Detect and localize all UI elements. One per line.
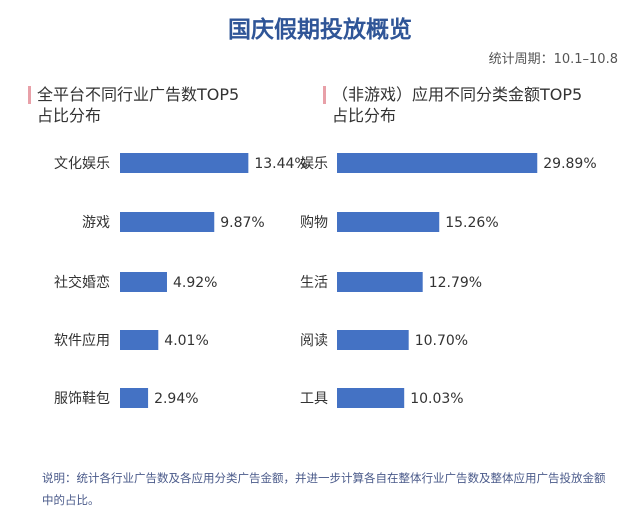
left-chart-title: 全平台不同行业广告数TOP5 占比分布 [28, 84, 239, 126]
right-chart-title-line2: 占比分布 [332, 106, 397, 125]
category-label: 社交婚恋 [54, 274, 110, 291]
data-label: 10.03% [410, 391, 463, 407]
bar [120, 272, 167, 292]
data-label: 15.26% [445, 215, 498, 231]
bar [337, 272, 423, 292]
right-chart-title-line1: （非游戏）应用不同分类金额TOP5 [332, 85, 583, 104]
bar [337, 212, 440, 232]
category-label: 生活 [300, 275, 328, 291]
category-label: 服饰鞋包 [54, 391, 110, 407]
bar [120, 330, 159, 350]
category-label: 阅读 [300, 332, 328, 349]
data-label: 4.92% [173, 275, 217, 291]
category-label: 文化娱乐 [54, 156, 110, 172]
stat-period: 统计周期：10.1–10.8 [488, 52, 618, 67]
category-label: 游戏 [82, 215, 110, 231]
bar [120, 212, 215, 232]
left-chart-title-line1: 全平台不同行业广告数TOP5 [37, 85, 240, 104]
category-label: 工具 [300, 391, 328, 407]
data-label: 9.87% [220, 215, 264, 231]
data-label: 4.01% [164, 333, 208, 349]
left-chart-title-line2: 占比分布 [37, 106, 102, 125]
right-chart-title: （非游戏）应用不同分类金额TOP5 占比分布 [323, 84, 582, 126]
bar [120, 388, 149, 408]
bar [337, 388, 405, 408]
bar [120, 153, 249, 173]
page-title: 国庆假期投放概览 [228, 17, 412, 43]
data-label: 12.79% [429, 275, 482, 291]
data-label: 2.94% [154, 391, 198, 407]
category-label: 软件应用 [54, 332, 110, 349]
footnote: 说明：统计各行业广告数及各应用分类广告金额，并进一步计算各自在整体行业广告数及整… [42, 471, 606, 507]
data-label: 13.44% [254, 156, 307, 172]
category-label: 娱乐 [300, 156, 328, 172]
category-label: 购物 [300, 215, 328, 231]
bar [337, 330, 409, 350]
data-label: 29.89% [543, 156, 596, 172]
data-label: 10.70% [415, 333, 468, 349]
bar [337, 153, 538, 173]
